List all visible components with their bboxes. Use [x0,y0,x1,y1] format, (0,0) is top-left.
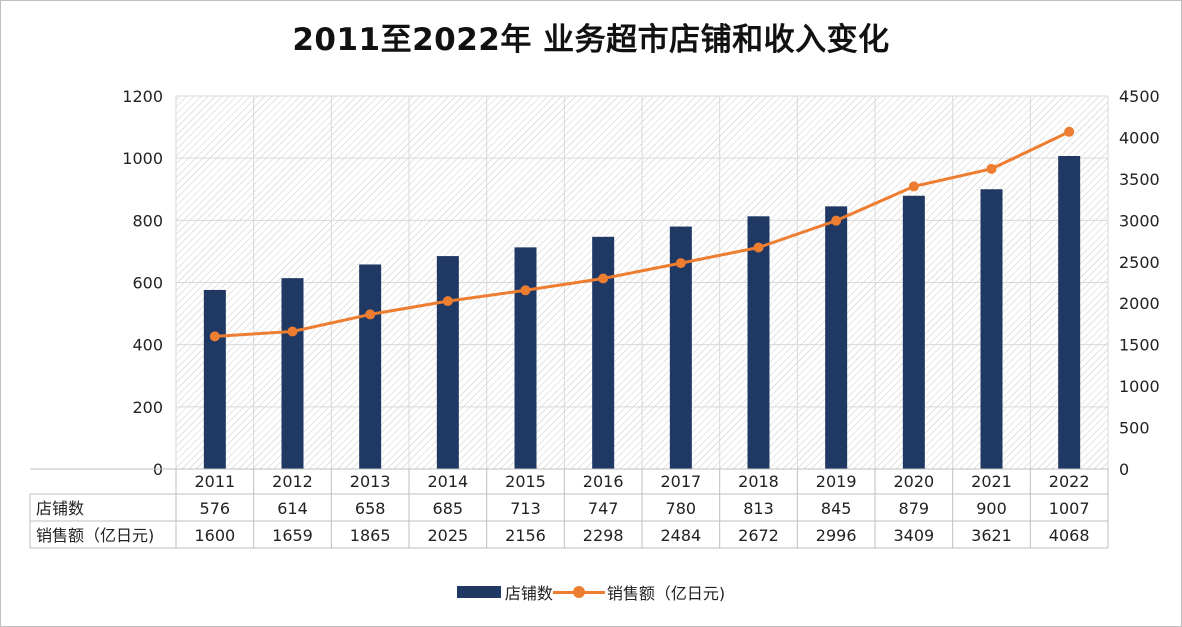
line-series-sales [214,130,1070,338]
table-cell: 2298 [583,526,624,545]
line-point [908,181,919,192]
y-right-tick-label: 1500 [1119,336,1160,355]
table-cell: 713 [510,499,541,518]
table-cell: 3409 [893,526,934,545]
chart-title: 2011至2022年 业务超市店铺和收入变化 [292,22,890,58]
bar [281,278,304,469]
x-tick-label: 2016 [583,472,624,491]
legend-label-stores: 店铺数 [504,584,553,603]
table-cell: 685 [433,499,464,518]
y-left-tick-label: 600 [132,274,163,293]
legend-label-sales: 销售额（亿日元) [606,584,726,603]
table-cell: 845 [821,499,852,518]
y-right-tick-label: 3000 [1119,211,1160,230]
table-row-label: 店铺数 [36,499,84,518]
bar [825,206,848,470]
table-cell: 1600 [194,526,235,545]
x-tick-label: 2019 [816,472,857,491]
chart-legend: 店铺数 销售额（亿日元) [0,580,1182,604]
y-left-tick-label: 200 [132,398,163,417]
x-tick-label: 2011 [194,472,235,491]
bar [747,216,770,469]
table-cell: 780 [666,499,697,518]
y-right-tick-label: 2000 [1119,294,1160,313]
line-point [365,309,376,320]
x-tick-label: 2014 [427,472,468,491]
y-left-tick-label: 800 [132,211,163,230]
line-point [442,296,453,307]
legend-item-stores[interactable]: 店铺数 [456,580,553,604]
table-cell: 2025 [427,526,468,545]
table-cell: 879 [899,499,930,518]
line-point [520,285,531,296]
table-cell: 4068 [1049,526,1090,545]
x-tick-label: 2015 [505,472,546,491]
y-left-tick-label: 400 [132,336,163,355]
table-cell: 1007 [1049,499,1090,518]
y-right-tick-label: 1000 [1119,377,1160,396]
bar [203,289,226,469]
line-point [287,326,298,337]
y-right-tick-label: 4500 [1119,87,1160,106]
table-cell: 813 [743,499,774,518]
table-row-label: 销售额（亿日元) [36,526,154,545]
table-cell: 658 [355,499,386,518]
line-point [753,242,764,253]
bar [669,226,692,469]
y-right-tick-label: 2500 [1119,253,1160,272]
x-tick-label: 2020 [893,472,934,491]
y-right-tick-label: 0 [1119,460,1129,479]
x-tick-label: 2012 [272,472,313,491]
bar [980,189,1003,469]
y-right-tick-label: 3500 [1119,170,1160,189]
line-point [986,163,997,174]
y-left-tick-label: 1200 [122,87,163,106]
x-tick-label: 2013 [350,472,391,491]
line-point [598,273,609,284]
x-tick-label: 2017 [660,472,701,491]
legend-line-swatch [552,585,605,599]
table-cell: 3621 [971,526,1012,545]
x-tick-label: 2022 [1049,472,1090,491]
bar [1058,155,1081,469]
table-cell: 1865 [350,526,391,545]
table-cell: 747 [588,499,619,518]
table-cell: 576 [200,499,231,518]
line-point [1064,126,1075,137]
table-cell: 1659 [272,526,313,545]
table-cell: 2672 [738,526,779,545]
line-point [675,258,686,269]
table-cell: 2484 [660,526,701,545]
y-left-tick-label: 1000 [122,149,163,168]
line-point [209,331,220,342]
y-right-tick-label: 4000 [1119,128,1160,147]
x-tick-label: 2021 [971,472,1012,491]
table-cell: 2996 [816,526,857,545]
x-tick-label: 2018 [738,472,779,491]
bar [436,256,459,469]
bar [359,264,382,469]
table-cell: 614 [277,499,308,518]
bar [902,195,925,469]
line-point [831,215,842,226]
table-cell: 900 [976,499,1007,518]
table-cell: 2156 [505,526,546,545]
bar [592,236,615,469]
y-right-tick-label: 500 [1119,419,1150,438]
legend-bar-swatch [456,586,501,598]
legend-item-sales[interactable]: 销售额（亿日元) [552,580,726,604]
bar [514,247,537,469]
